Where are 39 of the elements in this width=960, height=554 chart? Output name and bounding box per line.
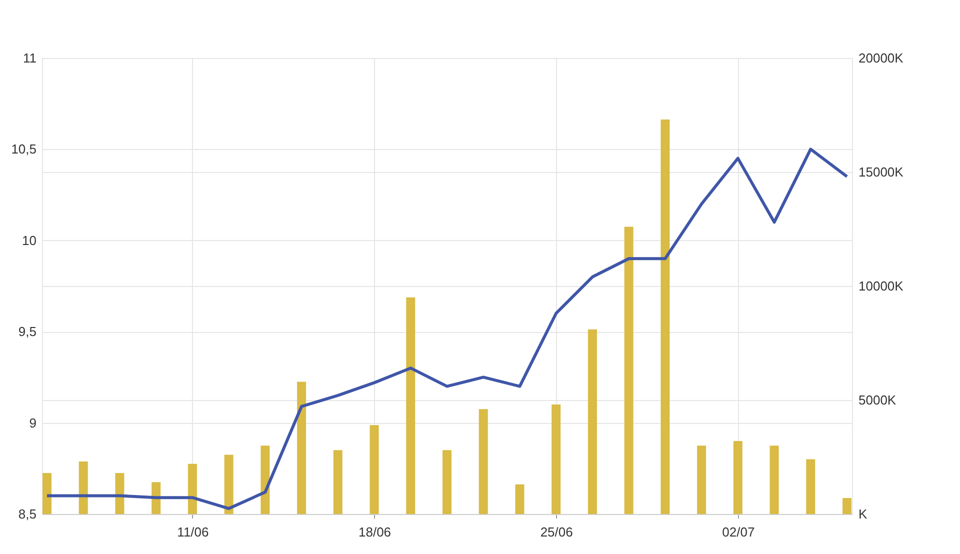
bar	[42, 472, 52, 514]
x-tick-label: 02/07	[722, 524, 755, 540]
bar	[260, 446, 270, 514]
bar	[733, 441, 742, 514]
bar	[624, 226, 634, 514]
bar	[478, 409, 488, 514]
y2-tick-label: 15000K	[858, 164, 904, 180]
bar	[442, 450, 452, 514]
bar	[115, 472, 124, 514]
y2-tick-label: 10000K	[858, 278, 904, 294]
bar	[660, 120, 670, 514]
bar	[515, 484, 524, 514]
bar	[588, 329, 597, 514]
bar	[333, 450, 342, 514]
bar	[188, 464, 197, 514]
y2-tick-label: K	[858, 506, 868, 522]
bar	[370, 425, 379, 514]
y-tick-label: 10	[22, 232, 36, 248]
y-tick-label: 8,5	[18, 506, 36, 522]
x-tick-label: 25/06	[540, 524, 573, 540]
y2-tick-label: 20000K	[858, 50, 904, 66]
y2-tick-label: 5000K	[858, 392, 896, 408]
y-tick-label: 10,5	[11, 142, 36, 157]
x-tick-label: 11/06	[177, 524, 209, 540]
bar	[152, 482, 161, 514]
bar	[806, 459, 816, 514]
bar	[842, 498, 852, 514]
bar	[406, 297, 416, 514]
line-series	[46, 148, 848, 510]
bar	[770, 446, 779, 514]
x-tick-label: 18/06	[358, 524, 392, 540]
y-tick-label: 9,5	[18, 324, 36, 340]
bar	[552, 404, 561, 514]
y-tick-label: 11	[23, 50, 36, 66]
bar	[697, 446, 706, 514]
y-tick-label: 9	[29, 415, 36, 430]
bar	[224, 454, 234, 514]
bar	[297, 382, 306, 514]
bar	[78, 462, 88, 514]
